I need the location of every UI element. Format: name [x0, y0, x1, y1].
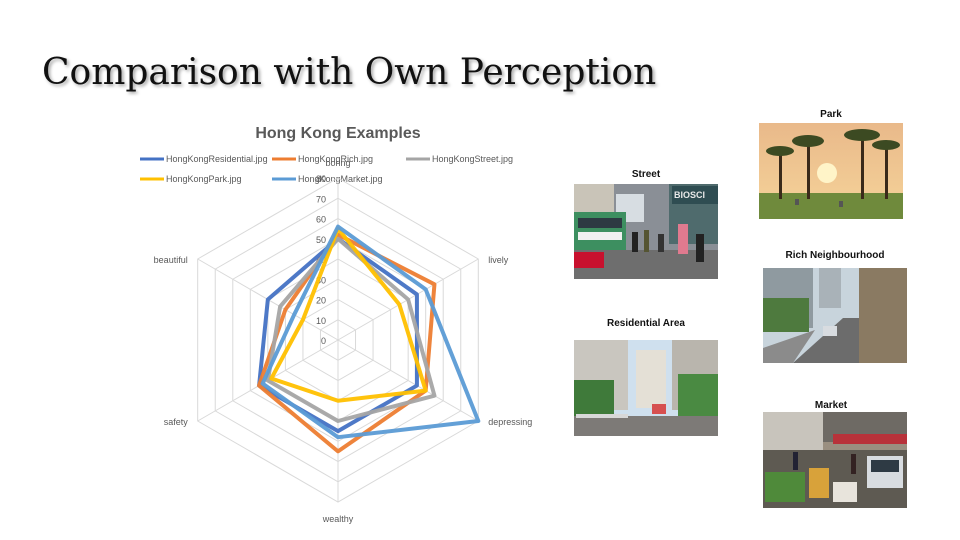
market-photo	[763, 412, 907, 508]
radar-chart: Hong Kong Examples HongKongResidential.jp…	[140, 125, 532, 524]
residential-photo	[574, 340, 718, 436]
scale-tick-label: 80	[316, 174, 326, 184]
axis-label-depressing: depressing	[488, 417, 532, 427]
scale-tick-label: 10	[316, 316, 326, 326]
street-sign: BIOSCI	[674, 190, 705, 200]
park-photo	[759, 123, 903, 219]
scale-tick-label: 70	[316, 194, 326, 204]
residential-caption: Residential Area	[607, 318, 685, 329]
scale-tick-label: 0	[321, 336, 326, 346]
slide-title: Comparison with Own Perception	[42, 52, 657, 93]
street-caption: Street	[631, 169, 661, 180]
street-photo: BIOSCI	[574, 184, 718, 279]
axis-label-wealthy: wealthy	[322, 514, 354, 524]
legend-label: HongKongResidential.jpg	[166, 154, 268, 164]
series-HongKongResidential	[257, 236, 419, 434]
series-HongKongRich	[257, 232, 437, 454]
rich-caption: Rich Neighbourhood	[785, 250, 885, 261]
axis-label-beautiful: beautiful	[154, 255, 188, 265]
park-caption: Park	[820, 109, 842, 120]
series-HongKongStreet	[265, 236, 437, 423]
scale-tick-label: 30	[316, 275, 326, 285]
scale-tick-label: 20	[316, 296, 326, 306]
scale-tick-label: 60	[316, 215, 326, 225]
series-HongKongMarket	[260, 224, 481, 440]
chart-title: Hong Kong Examples	[255, 125, 420, 142]
axis-label-boring: boring	[325, 158, 350, 168]
legend-label: HongKongRich.jpg	[298, 154, 373, 164]
legend-label: HongKongPark.jpg	[166, 174, 242, 184]
scale-tick-label: 50	[316, 235, 326, 245]
series-HongKongPark	[269, 226, 428, 403]
axis-label-safety: safety	[164, 417, 189, 427]
grid-spoke	[337, 339, 479, 422]
legend-label: HongKongStreet.jpg	[432, 154, 513, 164]
axis-label-lively: lively	[488, 255, 509, 265]
rich-photo	[763, 268, 907, 363]
market-caption: Market	[814, 400, 848, 411]
